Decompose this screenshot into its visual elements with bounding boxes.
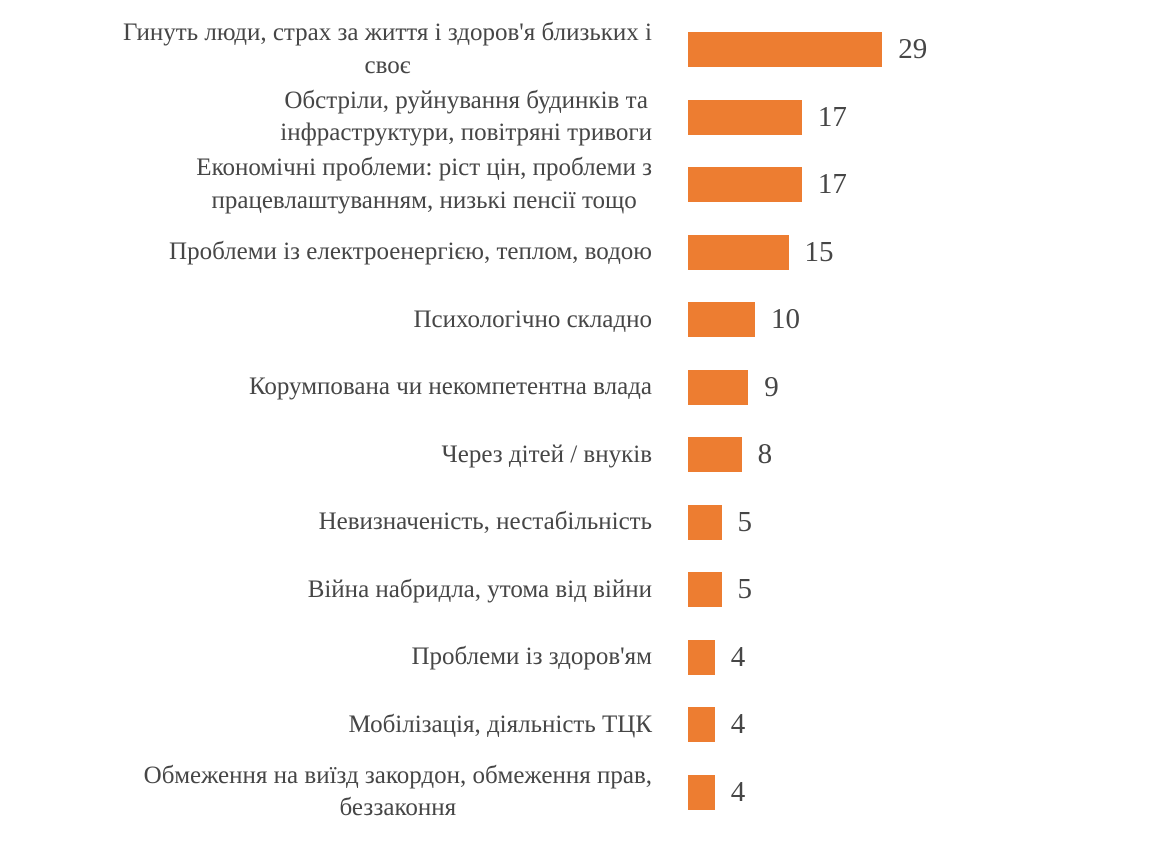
chart-row: Обмеження на виїзд закордон, обмеження п… — [0, 759, 1158, 827]
chart-row: Проблеми із електроенергією, теплом, вод… — [0, 219, 1158, 287]
category-label-cell: Економічні проблеми: ріст цін, проблеми … — [0, 152, 688, 217]
value-label: 29 — [898, 33, 928, 66]
category-label: Невизначеність, нестабільність — [318, 508, 652, 535]
chart-row: Психологічно складно 10 — [0, 286, 1158, 354]
chart-row: Через дітей / внуків 8 — [0, 421, 1158, 489]
chart-row: Економічні проблеми: ріст цін, проблеми … — [0, 151, 1158, 219]
bar — [688, 32, 883, 68]
value-label: 4 — [730, 775, 746, 808]
chart-row: Обстріли, руйнування будинків та інфраст… — [0, 84, 1158, 152]
category-label-cell: Обстріли, руйнування будинків та інфраст… — [0, 85, 688, 150]
category-label: Корумпована чи некомпетентна влада — [248, 373, 652, 400]
category-label-cell: Корумпована чи некомпетентна влада — [0, 371, 688, 404]
value-label: 5 — [737, 573, 753, 606]
value-label: 15 — [804, 235, 834, 268]
bar — [688, 504, 722, 540]
category-label-cell: Проблеми із здоров'ям — [0, 641, 688, 674]
category-label-cell: Мобілізація, діяльність ТЦК — [0, 709, 688, 742]
category-label: Проблеми із електроенергією, теплом, вод… — [169, 238, 652, 265]
category-label: Війна набридла, утома від війни — [307, 575, 652, 603]
category-label-cell: Гинуть люди, страх за життя і здоров'я б… — [0, 17, 688, 82]
value-label: 9 — [764, 370, 779, 403]
bar — [688, 99, 802, 135]
value-label: 4 — [730, 708, 746, 741]
category-label: Обстріли, руйнування будинків та інфраст… — [280, 86, 652, 147]
category-label-cell: Війна набридла, утома від війни — [0, 574, 688, 607]
chart-row: Війна набридла, утома від війни 5 — [0, 556, 1158, 624]
value-label: 17 — [817, 168, 847, 201]
category-label: Обмеження на виїзд закордон, обмеження п… — [143, 761, 652, 822]
category-label-cell: Невизначеність, нестабільність — [0, 506, 688, 539]
chart-row: Проблеми із здоров'ям 4 — [0, 624, 1158, 692]
category-label: Психологічно складно — [413, 305, 652, 333]
category-label-cell: Через дітей / внуків — [0, 439, 688, 472]
bar — [688, 369, 749, 405]
bar — [688, 639, 715, 675]
category-label-cell: Обмеження на виїзд закордон, обмеження п… — [0, 760, 688, 825]
value-label: 17 — [817, 100, 847, 133]
bar — [688, 234, 789, 270]
value-label: 10 — [771, 303, 800, 336]
category-label: Гинуть люди, страх за життя і здоров'я б… — [123, 19, 652, 79]
value-label: 5 — [737, 505, 753, 538]
category-label: Через дітей / внуків — [441, 440, 652, 468]
category-label: Економічні проблеми: ріст цін, проблеми … — [196, 154, 652, 214]
bar — [688, 774, 715, 810]
chart-row: Мобілізація, діяльність ТЦК 4 — [0, 691, 1158, 759]
bar — [688, 167, 802, 203]
category-label-cell: Проблеми із електроенергією, теплом, вод… — [0, 236, 688, 269]
bar — [688, 437, 742, 473]
category-label: Проблеми із здоров'ям — [411, 643, 652, 670]
bar — [688, 302, 755, 338]
value-label: 4 — [730, 640, 746, 673]
chart-row: Гинуть люди, страх за життя і здоров'я б… — [0, 16, 1158, 84]
bar — [688, 572, 722, 608]
chart-row: Невизначеність, нестабільність 5 — [0, 489, 1158, 557]
value-label: 8 — [757, 438, 773, 471]
chart-row: Корумпована чи некомпетентна влада 9 — [0, 354, 1158, 422]
category-label: Мобілізація, діяльність ТЦК — [348, 710, 652, 738]
category-label-cell: Психологічно складно — [0, 304, 688, 337]
bar — [688, 707, 715, 743]
